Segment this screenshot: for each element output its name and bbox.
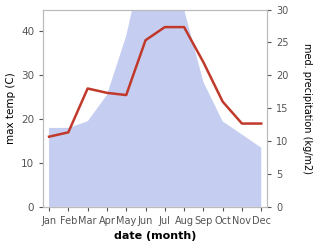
X-axis label: date (month): date (month) xyxy=(114,231,196,242)
Y-axis label: max temp (C): max temp (C) xyxy=(5,72,16,144)
Y-axis label: med. precipitation (kg/m2): med. precipitation (kg/m2) xyxy=(302,43,313,174)
